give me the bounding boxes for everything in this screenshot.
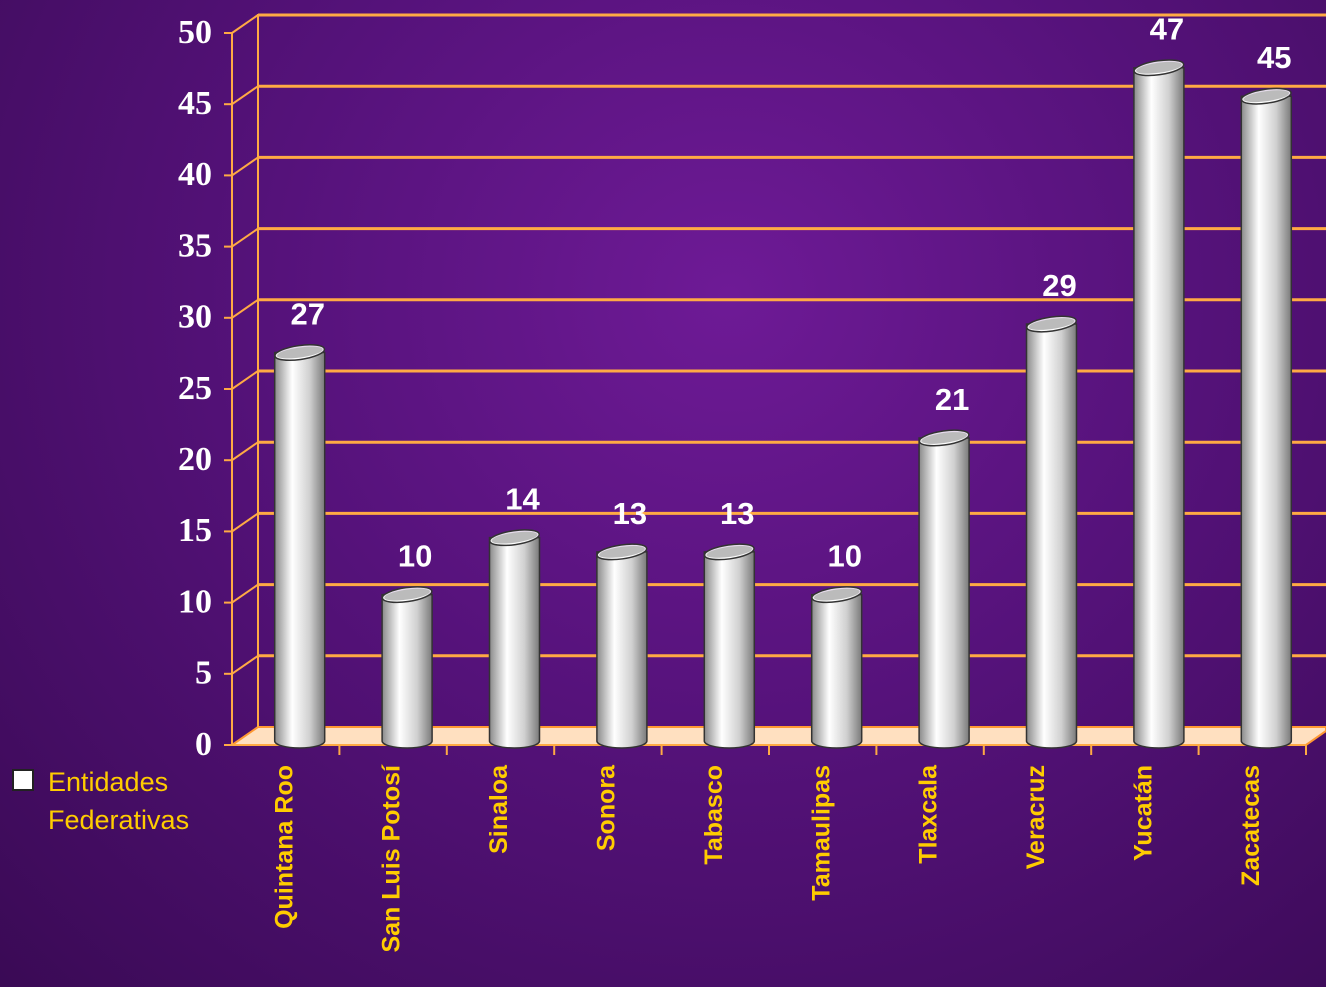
x-tick-label: Veracruz bbox=[1022, 765, 1050, 869]
bar-top-shade bbox=[276, 346, 323, 359]
value-label: 27 bbox=[290, 297, 324, 332]
bar bbox=[1240, 95, 1293, 749]
bar bbox=[488, 536, 541, 749]
grid-line bbox=[231, 298, 259, 319]
y-tick-label: 35 bbox=[178, 227, 212, 264]
grid-line bbox=[231, 14, 259, 34]
value-label: 47 bbox=[1150, 12, 1184, 47]
bar bbox=[918, 437, 970, 749]
y-tick-label: 0 bbox=[195, 726, 212, 763]
legend: Entidades Federativas bbox=[12, 763, 238, 839]
bar-top-shade bbox=[813, 588, 860, 601]
grid-line bbox=[231, 156, 259, 177]
value-label: 21 bbox=[935, 382, 969, 417]
value-label: 29 bbox=[1042, 268, 1076, 303]
bar-top-shade bbox=[921, 432, 967, 444]
y-tick-label: 5 bbox=[195, 655, 212, 692]
x-tick-label: Yucatán bbox=[1130, 765, 1158, 861]
y-tick-label: 40 bbox=[178, 156, 212, 193]
legend-swatch bbox=[12, 769, 34, 791]
grid-line bbox=[231, 583, 259, 604]
y-tick-label: 15 bbox=[178, 512, 212, 549]
x-tick-label: Zacatecas bbox=[1237, 765, 1265, 886]
x-tick-label: Tlaxcala bbox=[915, 764, 943, 864]
legend-label: Entidades Federativas bbox=[48, 767, 190, 835]
value-label: 10 bbox=[827, 539, 861, 574]
bar-top-shade bbox=[491, 531, 538, 544]
grid-line bbox=[231, 227, 259, 248]
x-tick-label: Tabasco bbox=[700, 765, 728, 865]
x-tick-label: Sinaloa bbox=[485, 764, 513, 854]
grid-line bbox=[231, 370, 259, 390]
grid-line bbox=[231, 441, 259, 462]
bar bbox=[381, 593, 433, 749]
x-tick-label: San Luis Potosí bbox=[378, 764, 406, 953]
bar bbox=[703, 551, 756, 749]
value-label: 45 bbox=[1257, 40, 1291, 75]
grid-line bbox=[231, 654, 259, 675]
grid-line bbox=[231, 512, 259, 533]
grid-line bbox=[231, 85, 259, 106]
bar-top-shade bbox=[1136, 61, 1182, 74]
y-tick-label: 50 bbox=[178, 14, 212, 51]
bar-top-shade bbox=[706, 545, 753, 558]
bar bbox=[1025, 323, 1078, 749]
bar bbox=[1133, 66, 1185, 749]
y-tick-label: 45 bbox=[178, 85, 212, 122]
bar bbox=[596, 551, 648, 749]
x-tick-label: Sonora bbox=[593, 764, 621, 851]
bar-top-shade bbox=[384, 588, 430, 601]
y-tick-label: 30 bbox=[178, 299, 212, 336]
value-label: 10 bbox=[398, 539, 432, 574]
value-label: 13 bbox=[720, 496, 754, 531]
bar-top-shade bbox=[599, 545, 645, 558]
x-tick-label: Tamaulipas bbox=[807, 765, 835, 901]
bar bbox=[273, 351, 326, 749]
y-tick-label: 25 bbox=[178, 370, 212, 407]
value-label: 13 bbox=[613, 496, 647, 531]
y-tick-label: 10 bbox=[178, 583, 212, 620]
bar bbox=[810, 593, 863, 749]
bar-top-shade bbox=[1243, 90, 1290, 103]
bar-top-shade bbox=[1028, 318, 1075, 330]
y-tick-label: 20 bbox=[178, 441, 212, 478]
value-label: 14 bbox=[505, 482, 540, 517]
x-tick-label: Quintana Roo bbox=[270, 765, 298, 929]
